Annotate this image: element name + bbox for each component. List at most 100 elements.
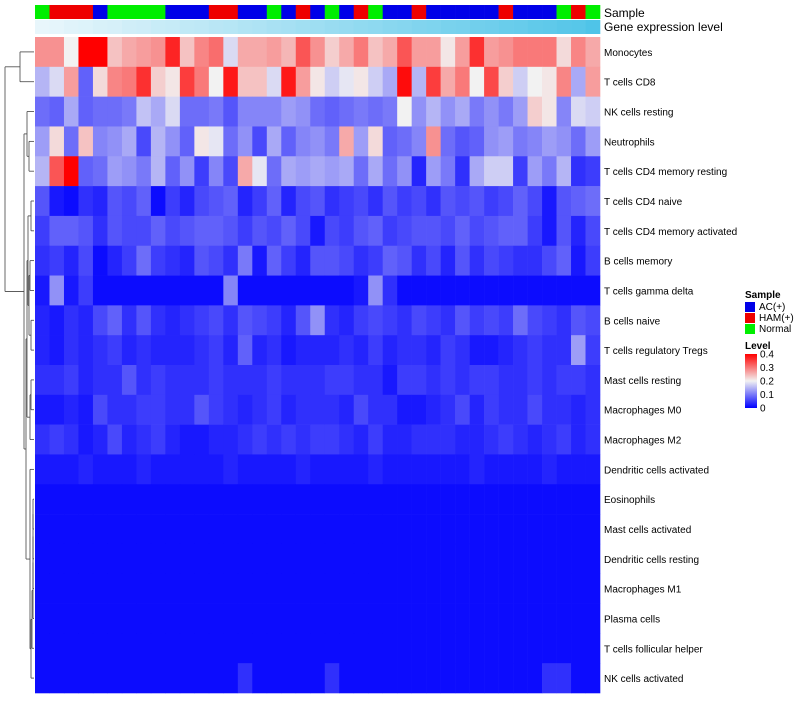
heatmap-cell bbox=[266, 335, 282, 366]
heatmap-cell bbox=[397, 514, 412, 545]
heatmap-cell bbox=[35, 156, 50, 187]
heatmap-cell bbox=[295, 305, 311, 336]
heatmap-cell bbox=[78, 275, 94, 306]
heatmap-cell bbox=[571, 37, 586, 68]
heatmap-cell bbox=[440, 66, 456, 97]
heatmap-cell bbox=[237, 186, 253, 217]
heatmap-cell bbox=[194, 335, 210, 366]
heatmap-cell bbox=[411, 275, 427, 306]
heatmap-cell bbox=[382, 96, 398, 127]
heatmap-cell bbox=[353, 305, 369, 336]
heatmap-cell bbox=[440, 215, 456, 247]
heatmap-cell bbox=[484, 454, 499, 485]
heatmap-cell bbox=[136, 126, 152, 157]
heatmap-cell bbox=[252, 215, 268, 247]
heatmap-cell bbox=[49, 215, 65, 247]
heatmap-cell bbox=[324, 126, 340, 157]
heatmap-cell bbox=[426, 454, 441, 485]
heatmap-cell bbox=[498, 37, 514, 68]
heatmap-cell bbox=[92, 156, 108, 187]
heatmap-cell bbox=[339, 37, 355, 68]
heatmap-cell bbox=[194, 156, 210, 187]
heatmap-cell bbox=[353, 275, 369, 306]
heatmap-cell bbox=[208, 603, 224, 634]
row-labels: Monocytes T cells CD8 NK cells resting Neut… bbox=[604, 48, 737, 685]
heatmap-cell bbox=[324, 215, 340, 247]
heatmap-cell bbox=[484, 305, 499, 336]
heatmap-cell bbox=[136, 514, 152, 545]
expression-annotation-cell bbox=[527, 20, 543, 34]
heatmap-cell bbox=[121, 454, 137, 485]
heatmap-cell bbox=[469, 37, 485, 68]
heatmap-cell bbox=[353, 126, 369, 157]
heatmap-cell bbox=[150, 335, 166, 366]
sample-annotation-cell bbox=[556, 5, 572, 19]
gene-expression-annotation-bar bbox=[35, 20, 601, 34]
heatmap-cell bbox=[252, 543, 268, 575]
sample-annotation-cell bbox=[136, 5, 152, 19]
heatmap-cell bbox=[339, 663, 355, 694]
sample-annotation-cell bbox=[194, 5, 210, 19]
heatmap-cell bbox=[252, 514, 268, 545]
heatmap-cell bbox=[411, 573, 427, 604]
heatmap-cell bbox=[484, 484, 499, 515]
heatmap-cell bbox=[571, 275, 586, 306]
heatmap-cell bbox=[353, 663, 369, 694]
heatmap-cell bbox=[121, 37, 137, 68]
heatmap-cell bbox=[35, 573, 50, 604]
heatmap-cell bbox=[295, 156, 311, 187]
legend-title-sample: Sample bbox=[745, 290, 781, 301]
expression-annotation-cell bbox=[92, 20, 108, 34]
sample-annotation-cell bbox=[252, 5, 268, 19]
expression-annotation-cell bbox=[542, 20, 557, 34]
heatmap-cells bbox=[35, 37, 601, 694]
heatmap-cell bbox=[49, 573, 65, 604]
heatmap-cell bbox=[484, 394, 499, 425]
heatmap-cell bbox=[426, 603, 441, 634]
sample-annotation-cell bbox=[107, 5, 123, 19]
heatmap-cell bbox=[121, 514, 137, 545]
heatmap-cell bbox=[513, 543, 528, 575]
heatmap-cell bbox=[426, 484, 441, 515]
heatmap-cell bbox=[440, 603, 456, 634]
heatmap-cell bbox=[469, 663, 485, 694]
expression-annotation-cell bbox=[426, 20, 441, 34]
heatmap-cell bbox=[136, 365, 152, 396]
heatmap-cell bbox=[266, 156, 282, 187]
heatmap-cell bbox=[78, 335, 94, 366]
heatmap-cell bbox=[426, 96, 441, 127]
heatmap-cell bbox=[49, 454, 65, 485]
heatmap-cell bbox=[339, 484, 355, 515]
heatmap-cell bbox=[498, 305, 514, 336]
row-label: T cells CD4 memory activated bbox=[604, 227, 737, 238]
heatmap-cell bbox=[310, 424, 326, 455]
heatmap-cell bbox=[426, 66, 441, 97]
heatmap-cell bbox=[498, 215, 514, 247]
heatmap-cell bbox=[266, 66, 282, 97]
level-tick-label: 0.3 bbox=[760, 363, 774, 374]
heatmap-cell bbox=[78, 543, 94, 575]
heatmap-cell bbox=[223, 96, 239, 127]
heatmap-cell bbox=[353, 66, 369, 97]
heatmap-cell bbox=[368, 66, 383, 97]
heatmap-cell bbox=[426, 663, 441, 694]
heatmap-cell bbox=[165, 573, 181, 604]
heatmap-cell bbox=[440, 186, 456, 217]
sample-annotation-cell bbox=[35, 5, 50, 19]
heatmap-cell bbox=[295, 275, 311, 306]
heatmap-cell bbox=[136, 37, 152, 68]
heatmap-cell bbox=[353, 603, 369, 634]
heatmap-cell bbox=[63, 275, 79, 306]
heatmap-cell bbox=[78, 394, 94, 425]
heatmap-cell bbox=[556, 66, 572, 97]
heatmap-cell bbox=[92, 454, 108, 485]
heatmap-cell bbox=[35, 186, 50, 217]
heatmap-cell bbox=[353, 156, 369, 187]
sample-annotation-bar bbox=[35, 5, 601, 19]
row-label: Dendritic cells activated bbox=[604, 465, 709, 476]
heatmap-cell bbox=[179, 663, 195, 694]
heatmap-cell bbox=[150, 603, 166, 634]
heatmap-cell bbox=[266, 215, 282, 247]
heatmap-cell bbox=[585, 245, 601, 276]
heatmap-cell bbox=[63, 394, 79, 425]
